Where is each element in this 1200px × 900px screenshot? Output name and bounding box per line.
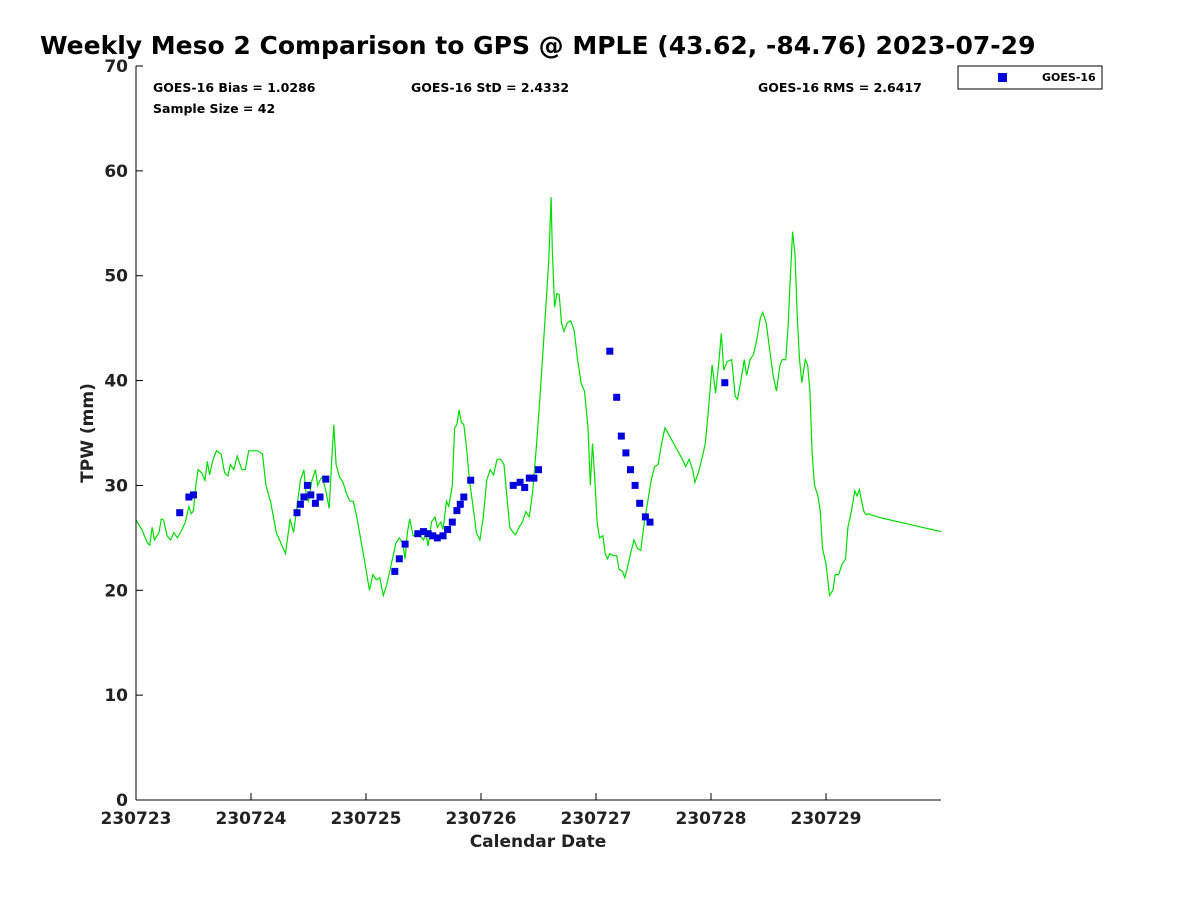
goes16-data-point xyxy=(395,555,403,563)
goes16-data-point xyxy=(420,528,427,536)
axes: 0 10 20 30 40 50 60 70 230723 230724 230725 230726 2… xyxy=(101,57,941,829)
y-tick-label: 60 xyxy=(104,162,128,182)
goes16-data-point xyxy=(453,507,461,515)
goes16-data-point xyxy=(293,509,301,517)
goes16-data-point xyxy=(176,509,184,517)
goes16-data-point xyxy=(606,347,614,355)
stats-annotations: GOES-16 Bias = 1.0286 GOES-16 StD = 2.43… xyxy=(153,80,922,116)
goes16-data-point xyxy=(631,481,639,489)
goes16-data-point xyxy=(525,474,533,482)
goes16-data-point xyxy=(401,540,409,548)
goes16-data-point xyxy=(535,466,542,474)
goes16-data-point xyxy=(311,499,319,507)
gps-series-line xyxy=(135,197,942,598)
goes16-data-point xyxy=(296,500,304,508)
x-tick-label: 230728 xyxy=(676,809,747,829)
goes16-data-point xyxy=(460,493,468,501)
y-tick-label: 0 xyxy=(116,791,128,811)
goes16-data-point xyxy=(190,491,197,499)
goes16-data-point xyxy=(641,513,649,521)
y-tick-label: 30 xyxy=(104,476,128,496)
goes16-data-point xyxy=(530,474,538,482)
goes16-data-point xyxy=(636,499,644,507)
goes16-data-point xyxy=(622,449,630,457)
y-tick-label: 20 xyxy=(104,581,128,601)
x-tick-label: 230727 xyxy=(561,809,632,829)
goes16-data-point xyxy=(516,478,524,486)
goes16-data-point xyxy=(444,526,452,533)
plot-area xyxy=(135,197,942,598)
goes16-data-point xyxy=(391,567,399,575)
goes16-data-point xyxy=(467,476,475,484)
goes16-data-point xyxy=(303,481,311,489)
goes16-data-point xyxy=(316,493,324,501)
goes16-data-point xyxy=(424,530,432,538)
y-axis-label: TPW (mm) xyxy=(78,383,98,483)
goes16-data-point xyxy=(414,530,422,538)
legend: GOES-16 xyxy=(957,65,1103,90)
goes16-data-point xyxy=(300,493,308,501)
chart-title: Weekly Meso 2 Comparison to GPS @ MPLE (… xyxy=(40,31,1035,60)
goes16-data-point xyxy=(509,481,517,489)
stat-sample-size: Sample Size = 42 xyxy=(153,101,275,116)
x-tick-label: 230729 xyxy=(791,809,862,829)
goes16-data-point xyxy=(429,532,437,540)
x-tick-label: 230724 xyxy=(216,809,287,829)
goes16-data-point xyxy=(448,518,456,526)
stat-std: GOES-16 StD = 2.4332 xyxy=(411,80,569,95)
legend-box xyxy=(957,65,1103,90)
goes16-data-point xyxy=(521,484,529,491)
goes16-data-point xyxy=(646,518,654,526)
goes16-data-point xyxy=(185,493,193,501)
goes16-data-point xyxy=(322,475,330,483)
y-tick-label: 70 xyxy=(104,57,128,77)
goes16-data-point xyxy=(433,534,441,542)
goes16-data-point xyxy=(613,393,621,401)
stat-rms: GOES-16 RMS = 2.6417 xyxy=(758,80,922,95)
x-tick-label: 230726 xyxy=(446,809,517,829)
y-tick-label: 10 xyxy=(104,686,128,706)
x-tick-label: 230723 xyxy=(101,809,172,829)
x-tick-label: 230725 xyxy=(331,809,402,829)
goes16-data-point xyxy=(617,432,625,440)
legend-label-goes16: GOES-16 xyxy=(1042,71,1096,84)
stat-bias: GOES-16 Bias = 1.0286 xyxy=(153,80,316,95)
x-axis-label: Calendar Date xyxy=(470,832,607,852)
y-tick-label: 50 xyxy=(104,267,128,287)
y-tick-label: 40 xyxy=(104,372,128,392)
goes16-data-point xyxy=(721,379,729,387)
legend-marker-goes16 xyxy=(998,73,1007,82)
goes16-data-point xyxy=(439,532,447,540)
goes16-data-point xyxy=(627,466,634,474)
goes16-data-point xyxy=(307,491,315,499)
goes16-data-point xyxy=(456,500,464,508)
